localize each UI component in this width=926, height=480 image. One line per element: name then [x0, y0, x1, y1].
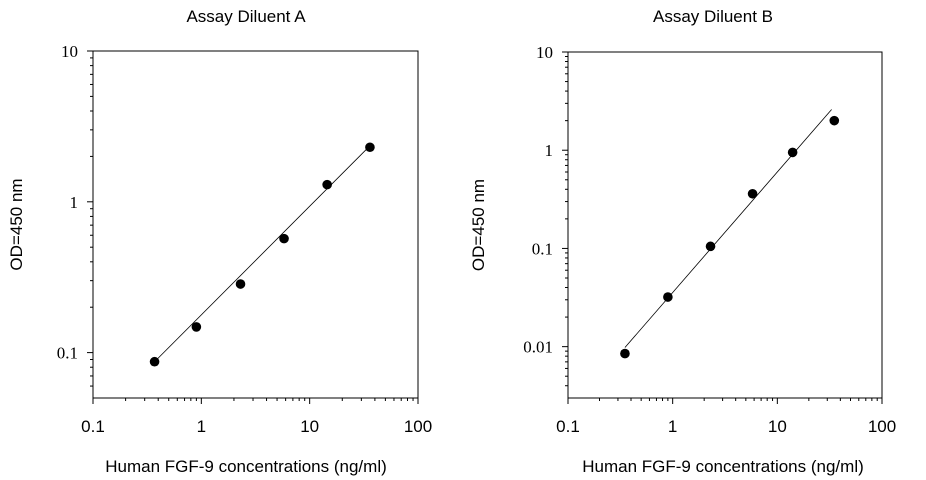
chart-2-x-axis-label: Human FGF-9 concentrations (ng/ml) — [582, 457, 864, 476]
chart-2-y-tick-label: 1 — [545, 141, 554, 160]
chart-1-x-tick-label: 0.1 — [81, 417, 105, 436]
chart-2-y-tick-label: 0.01 — [523, 338, 553, 357]
chart-1-x-axis-label: Human FGF-9 concentrations (ng/ml) — [105, 457, 387, 476]
chart-1-x-tick-label: 1 — [197, 417, 206, 436]
chart-1-x-tick-label: 10 — [300, 417, 319, 436]
chart-1-y-tick-label: 10 — [61, 42, 78, 61]
chart-1-fit-line — [154, 145, 371, 363]
chart-2-data-point — [829, 115, 840, 126]
chart-1-x-tick-label: 100 — [404, 417, 432, 436]
chart-1-plot-frame — [92, 50, 419, 399]
chart-2-title: Assay Diluent B — [653, 7, 773, 26]
chart-1-data-point — [149, 356, 160, 367]
chart-1-y-tick-label: 1 — [70, 193, 79, 212]
chart-2-plot-frame — [567, 51, 883, 399]
chart-2-x-tick-label: 0.1 — [556, 417, 580, 436]
chart-2-data-point — [705, 241, 716, 252]
chart-2-x-tick-label: 10 — [768, 417, 787, 436]
chart-2-y-tick-label: 10 — [536, 43, 553, 62]
chart-1-data-point — [235, 279, 246, 289]
chart-1-data-point — [279, 233, 289, 244]
chart-2-data-point — [787, 147, 798, 158]
chart-1-title: Assay Diluent A — [186, 7, 306, 26]
chart-1-data-point — [322, 179, 332, 190]
chart-1-y-axis-label: OD=450 nm — [7, 178, 26, 270]
chart-2-y-tick-label: 0.1 — [532, 239, 553, 258]
chart-2-x-tick-label: 1 — [668, 417, 677, 436]
chart-1-data-point — [365, 142, 375, 153]
chart-2-x-tick-label: 100 — [868, 417, 896, 436]
chart-2-data-point — [663, 292, 673, 302]
chart-2-fit-line — [624, 109, 832, 348]
chart-2-data-point — [620, 348, 630, 359]
chart-1-y-tick-label: 0.1 — [57, 344, 78, 363]
chart-1-data-point — [191, 322, 202, 332]
chart-2-y-axis-label: OD=450 nm — [469, 179, 488, 271]
chart-2-data-point — [747, 188, 758, 199]
